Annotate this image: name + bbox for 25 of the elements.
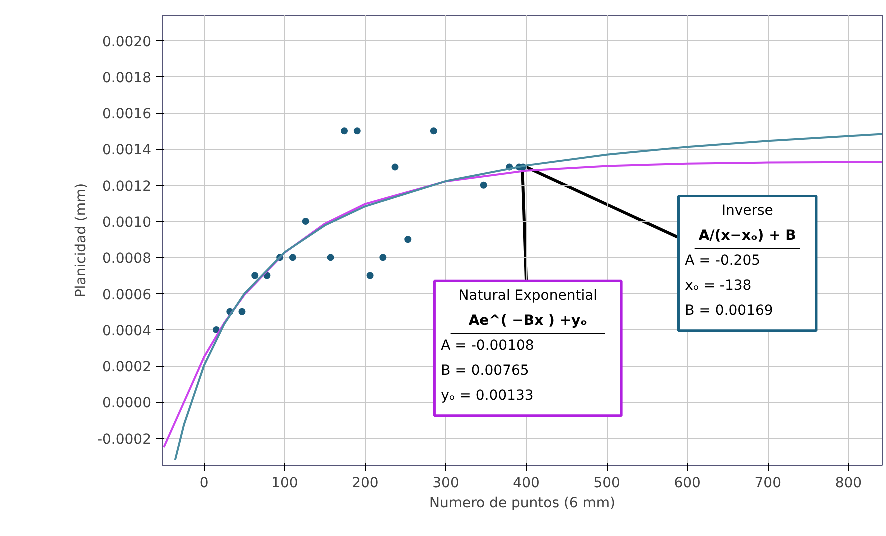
y-axis-title: Planicidad (mm) bbox=[73, 183, 90, 298]
y-tick-label: 0.0000 bbox=[102, 396, 152, 412]
x-tick-label: 600 bbox=[674, 476, 701, 492]
x-tick-label: 0 bbox=[200, 476, 209, 492]
y-tick-label: 0.0004 bbox=[102, 323, 152, 340]
x-tick-label: 300 bbox=[432, 476, 460, 492]
x-axis-title: Numero de puntos (6 mm) bbox=[430, 496, 616, 512]
annotation: Natural Exponential Ae^( −Bx ) +yₒ A = -0.00108 B = 0.00765 yₒ = 0.00133 bbox=[441, 288, 598, 404]
y-tick-label: 0.0002 bbox=[102, 360, 152, 376]
y-tick-label: 0.0006 bbox=[102, 287, 152, 304]
y-tick-label: 0.0016 bbox=[102, 106, 152, 123]
x-tick-label: 500 bbox=[594, 476, 620, 492]
x-tick-label: 100 bbox=[272, 476, 298, 492]
y-tick-label: -0.0002 bbox=[97, 432, 152, 448]
y-tick-label: 0.0018 bbox=[102, 70, 152, 86]
y-tick-label: 0.0014 bbox=[102, 142, 152, 159]
y-tick-label: 0.0010 bbox=[102, 215, 152, 232]
x-tick-label: 700 bbox=[754, 476, 782, 492]
x-tick-label: 200 bbox=[352, 476, 379, 492]
x-tick-label: 400 bbox=[513, 476, 540, 492]
annotation: Inverse A/(x−xₒ) + B A = -0.205 xₒ = -138 B = 0.00169 bbox=[685, 203, 796, 319]
x-tick-label: 800 bbox=[835, 476, 862, 492]
y-tick-label: 0.0020 bbox=[102, 34, 152, 50]
y-tick-label: 0.0008 bbox=[102, 251, 152, 268]
y-tick-label: 0.0012 bbox=[102, 178, 152, 195]
